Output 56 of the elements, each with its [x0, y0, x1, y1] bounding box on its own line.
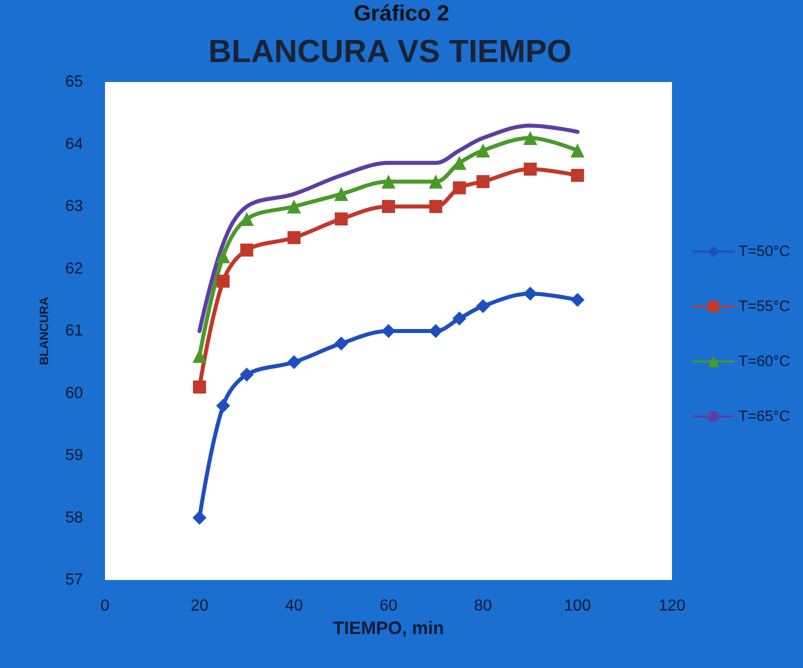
- point: [216, 249, 230, 264]
- x-tick-label: 60: [380, 598, 398, 614]
- legend-label: T=65°C: [738, 408, 790, 425]
- legend-label: T=60°C: [738, 353, 790, 370]
- x-tick-label: 0: [100, 598, 110, 614]
- point: [523, 286, 538, 301]
- point: [476, 143, 490, 158]
- y-tick-label: 65: [65, 74, 84, 90]
- text: Gráfico 2: [354, 0, 450, 26]
- point: [216, 274, 230, 288]
- x-tick-label: 80: [474, 598, 492, 614]
- point: [452, 312, 466, 326]
- x-axis-title: TIEMPO, min: [332, 618, 444, 638]
- point: [571, 168, 584, 182]
- point: [429, 200, 442, 213]
- chart-title: BLANCURA VS TIEMPO: [208, 33, 572, 69]
- point: [452, 181, 466, 194]
- line-series: [198, 124, 580, 333]
- x-tick-label: 20: [190, 598, 208, 614]
- point: [287, 200, 301, 214]
- y-tick-label: 62: [65, 260, 84, 278]
- y-tick-label: 59: [65, 447, 84, 464]
- point: [240, 212, 254, 226]
- point: [240, 368, 254, 382]
- point: [287, 355, 301, 370]
- point: [216, 398, 230, 413]
- point: [428, 324, 443, 338]
- point: [193, 380, 206, 394]
- x-tick-label: 100: [564, 598, 591, 614]
- point: [476, 299, 490, 314]
- y-tick-label: 57: [65, 572, 84, 588]
- point: [382, 324, 396, 338]
- y-tick-label: 60: [65, 384, 84, 402]
- y-axis-title: BLANCURA: [37, 296, 51, 365]
- legend-label: T=50°C: [738, 243, 790, 260]
- y-tick-label: 63: [65, 198, 84, 215]
- point: [382, 200, 395, 213]
- y-tick-label: 61: [65, 322, 84, 340]
- point: [240, 244, 254, 257]
- point: [334, 187, 348, 202]
- point: [192, 510, 206, 525]
- y-tick-label: 58: [65, 509, 84, 526]
- point: [428, 174, 443, 189]
- point: [382, 174, 396, 189]
- y-tick-label: 64: [65, 136, 84, 153]
- x-tick-label: 120: [658, 598, 686, 614]
- x-tick-label: 40: [285, 598, 303, 614]
- point: [476, 175, 490, 188]
- point: [570, 143, 584, 158]
- point: [334, 212, 348, 226]
- point: [524, 162, 537, 176]
- point: [523, 131, 538, 146]
- legend-label: T=55°C: [738, 298, 790, 315]
- point: [570, 292, 584, 307]
- point: [288, 231, 300, 244]
- point: [334, 336, 348, 350]
